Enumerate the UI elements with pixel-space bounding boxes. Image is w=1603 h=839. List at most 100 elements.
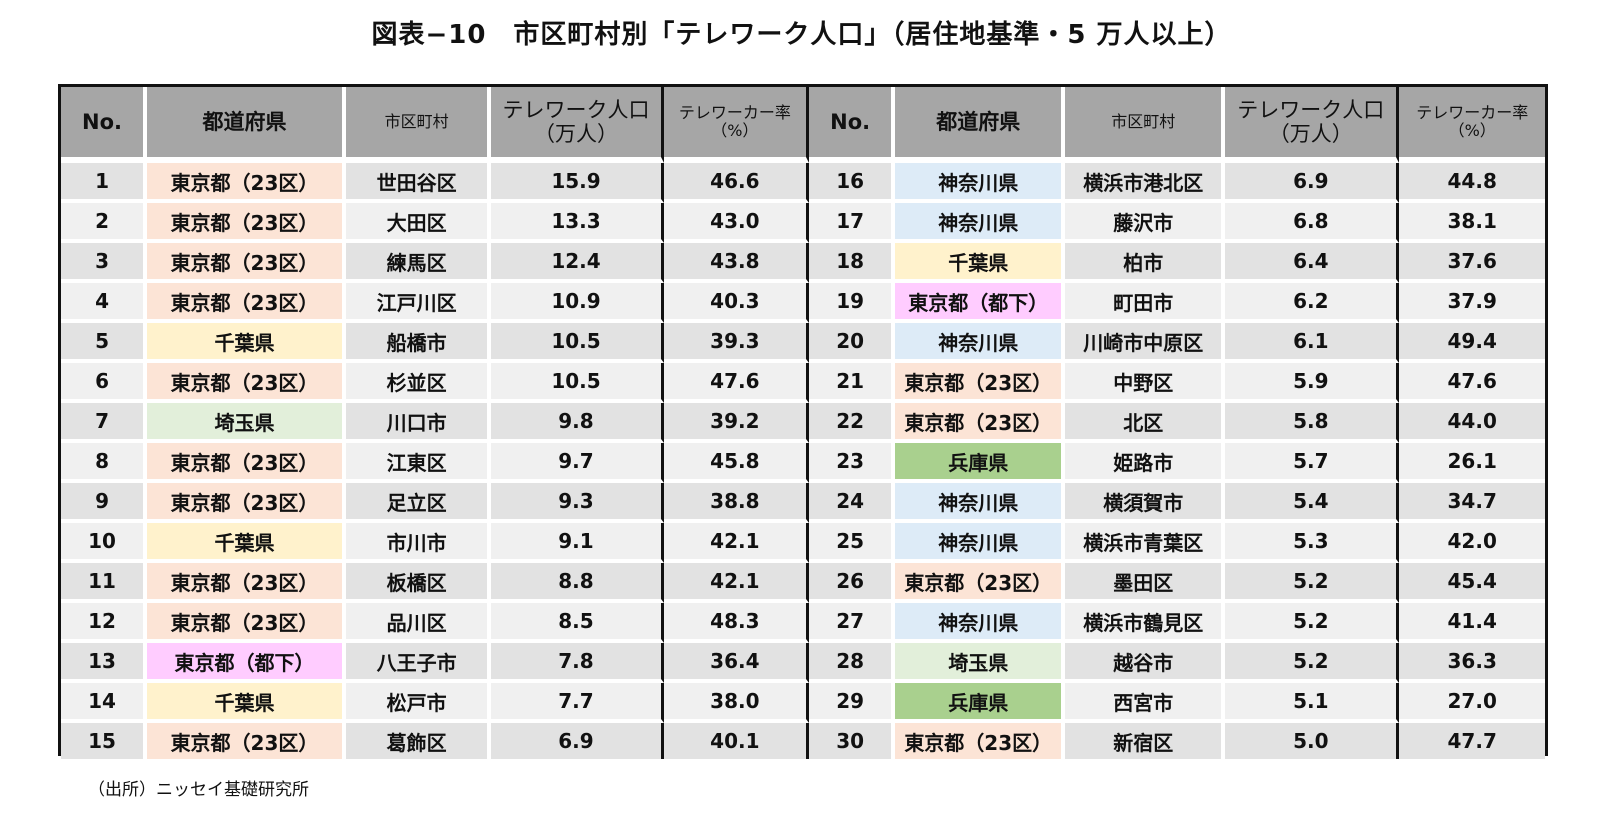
table-row: 8 東京都（23区） 江東区 9.7 45.8 23 兵庫県 姫路市 5.7 26.1: [61, 443, 1545, 483]
rate-cell: 26.1: [1399, 443, 1545, 483]
population-cell: 5.3: [1225, 523, 1400, 563]
population-cell: 6.9: [491, 723, 664, 759]
table-row: 10 千葉県 市川市 9.1 42.1 25 神奈川県 横浜市青葉区 5.3 42.0: [61, 523, 1545, 563]
rate-cell: 40.3: [663, 283, 810, 323]
rate-cell: 39.2: [663, 403, 810, 443]
table-row: 1 東京都（23区） 世田谷区 15.9 46.6 16 神奈川県 横浜市港北区 6.9 44.8: [61, 163, 1545, 203]
rate-cell: 49.4: [1399, 323, 1545, 363]
header-row: No. 都道府県 市区町村 テレワーク人口 （万人） テレワーカー率 （%） No.…: [61, 87, 1545, 163]
prefecture-cell: 千葉県: [895, 243, 1066, 283]
source-note: （出所）ニッセイ基礎研究所: [88, 780, 309, 800]
rank-cell: 8: [61, 443, 148, 483]
table-row: 9 東京都（23区） 足立区 9.3 38.8 24 神奈川県 横須賀市 5.4 34.7: [61, 483, 1545, 523]
population-cell: 5.9: [1225, 363, 1400, 403]
municipality-cell: 姫路市: [1065, 443, 1226, 483]
population-cell: 9.7: [491, 443, 664, 483]
rate-cell: 47.6: [1399, 363, 1545, 403]
table-row: 5 千葉県 船橋市 10.5 39.3 20 神奈川県 川崎市中原区 6.1 49.4: [61, 323, 1545, 363]
rank-cell: 1: [61, 163, 148, 203]
telework-ranking-table: No. 都道府県 市区町村 テレワーク人口 （万人） テレワーカー率 （%） No.…: [58, 84, 1548, 759]
rank-cell: 12: [61, 603, 148, 643]
rank-cell: 29: [809, 683, 896, 723]
table-row: 14 千葉県 松戸市 7.7 38.0 29 兵庫県 西宮市 5.1 27.0: [61, 683, 1545, 723]
prefecture-cell: 東京都（23区）: [147, 163, 346, 203]
rank-cell: 19: [809, 283, 896, 323]
rate-cell: 48.3: [663, 603, 810, 643]
rate-cell: 39.3: [663, 323, 810, 363]
prefecture-cell: 東京都（23区）: [147, 443, 346, 483]
population-cell: 7.7: [491, 683, 664, 723]
municipality-cell: 新宿区: [1065, 723, 1226, 759]
rank-cell: 7: [61, 403, 148, 443]
population-cell: 5.2: [1225, 603, 1400, 643]
municipality-cell: 墨田区: [1065, 563, 1226, 603]
header-prefecture: 都道府県: [895, 87, 1066, 163]
rate-cell: 41.4: [1399, 603, 1545, 643]
table-row: 12 東京都（23区） 品川区 8.5 48.3 27 神奈川県 横浜市鶴見区 5.2 41.4: [61, 603, 1545, 643]
municipality-cell: 北区: [1065, 403, 1226, 443]
rate-cell: 46.6: [663, 163, 810, 203]
prefecture-cell: 東京都（都下）: [147, 643, 346, 683]
municipality-cell: 横須賀市: [1065, 483, 1226, 523]
municipality-cell: 川口市: [345, 403, 492, 443]
prefecture-cell: 兵庫県: [895, 683, 1066, 723]
municipality-cell: 横浜市港北区: [1065, 163, 1226, 203]
population-cell: 10.5: [491, 363, 664, 403]
table-row: 4 東京都（23区） 江戸川区 10.9 40.3 19 東京都（都下） 町田市 6.2 37.9: [61, 283, 1545, 323]
header-no: No.: [809, 87, 896, 163]
municipality-cell: 品川区: [345, 603, 492, 643]
rank-cell: 27: [809, 603, 896, 643]
rate-cell: 34.7: [1399, 483, 1545, 523]
rank-cell: 3: [61, 243, 148, 283]
municipality-cell: 板橋区: [345, 563, 492, 603]
rank-cell: 26: [809, 563, 896, 603]
population-cell: 5.2: [1225, 563, 1400, 603]
population-cell: 9.8: [491, 403, 664, 443]
rank-cell: 18: [809, 243, 896, 283]
header-telework-population: テレワーク人口 （万人）: [1225, 87, 1400, 163]
prefecture-cell: 神奈川県: [895, 523, 1066, 563]
rate-cell: 40.1: [663, 723, 810, 759]
rate-cell: 38.0: [663, 683, 810, 723]
prefecture-cell: 神奈川県: [895, 163, 1066, 203]
header-no: No.: [61, 87, 148, 163]
table-row: 13 東京都（都下） 八王子市 7.8 36.4 28 埼玉県 越谷市 5.2 36.3: [61, 643, 1545, 683]
rank-cell: 14: [61, 683, 148, 723]
population-cell: 5.8: [1225, 403, 1400, 443]
rank-cell: 24: [809, 483, 896, 523]
municipality-cell: 杉並区: [345, 363, 492, 403]
municipality-cell: 大田区: [345, 203, 492, 243]
prefecture-cell: 千葉県: [147, 523, 346, 563]
prefecture-cell: 東京都（23区）: [895, 723, 1066, 759]
rank-cell: 25: [809, 523, 896, 563]
municipality-cell: 江戸川区: [345, 283, 492, 323]
prefecture-cell: 東京都（23区）: [147, 603, 346, 643]
population-cell: 5.0: [1225, 723, 1400, 759]
rank-cell: 22: [809, 403, 896, 443]
rate-cell: 37.6: [1399, 243, 1545, 283]
population-cell: 10.9: [491, 283, 664, 323]
population-cell: 9.1: [491, 523, 664, 563]
rate-cell: 42.1: [663, 523, 810, 563]
figure-title: 図表−10 市区町村別「テレワーク人口」（居住地基準・5 万人以上）: [371, 20, 1232, 50]
rank-cell: 4: [61, 283, 148, 323]
rank-cell: 13: [61, 643, 148, 683]
table-row: 3 東京都（23区） 練馬区 12.4 43.8 18 千葉県 柏市 6.4 37.6: [61, 243, 1545, 283]
rate-cell: 45.8: [663, 443, 810, 483]
header-telework-population: テレワーク人口 （万人）: [491, 87, 664, 163]
prefecture-cell: 東京都（23区）: [147, 203, 346, 243]
table-row: 7 埼玉県 川口市 9.8 39.2 22 東京都（23区） 北区 5.8 44.0: [61, 403, 1545, 443]
rank-cell: 30: [809, 723, 896, 759]
municipality-cell: 柏市: [1065, 243, 1226, 283]
prefecture-cell: 東京都（23区）: [147, 363, 346, 403]
header-prefecture: 都道府県: [147, 87, 346, 163]
rank-cell: 21: [809, 363, 896, 403]
rank-cell: 16: [809, 163, 896, 203]
population-cell: 13.3: [491, 203, 664, 243]
rate-cell: 37.9: [1399, 283, 1545, 323]
population-cell: 15.9: [491, 163, 664, 203]
prefecture-cell: 兵庫県: [895, 443, 1066, 483]
prefecture-cell: 東京都（23区）: [895, 403, 1066, 443]
rank-cell: 23: [809, 443, 896, 483]
population-cell: 6.4: [1225, 243, 1400, 283]
